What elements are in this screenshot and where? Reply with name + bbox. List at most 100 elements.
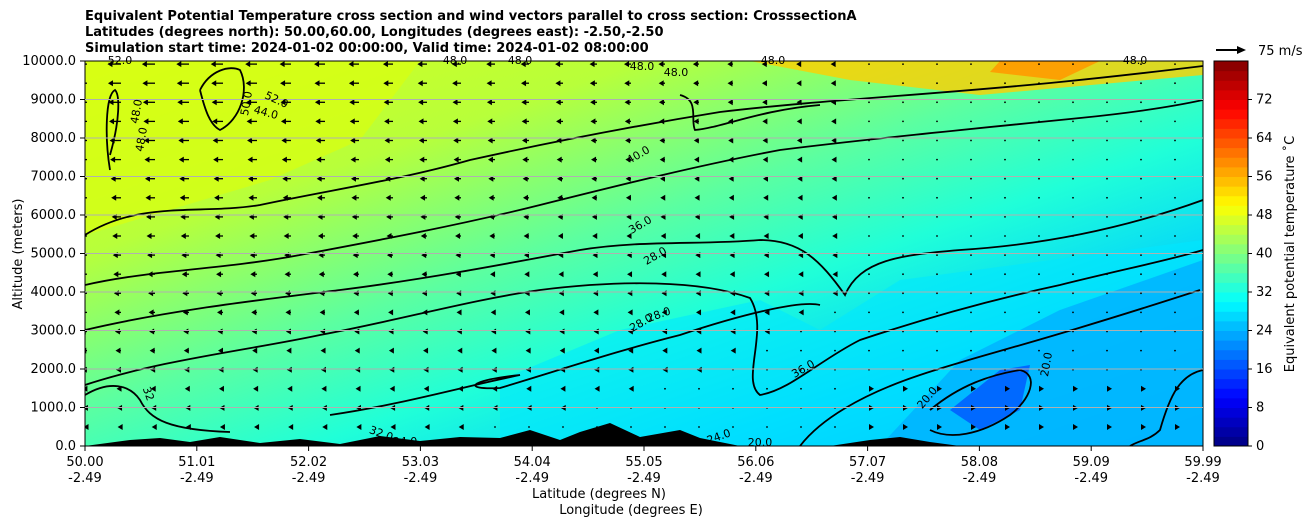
x-tick-label-lat: 59.99	[1184, 455, 1221, 470]
wind-vector-head	[1107, 424, 1112, 430]
wind-vector-head	[80, 290, 85, 296]
wind-vector-head	[145, 194, 151, 201]
wind-vector	[936, 158, 938, 161]
wind-vector-head	[348, 61, 354, 68]
wind-vector-head	[177, 99, 183, 106]
colorbar-tick-label: 48	[1256, 208, 1273, 223]
wind-vector-head	[285, 309, 291, 316]
colorbar-tick-label: 0	[1256, 439, 1264, 454]
wind-vector	[1038, 158, 1040, 161]
contour-label: 32	[140, 385, 157, 403]
wind-vector-head	[662, 347, 668, 354]
wind-vector-head	[831, 156, 837, 163]
y-tick-label: 3000.0	[31, 324, 77, 339]
wind-vector-head	[592, 271, 598, 278]
wind-vector-head	[117, 424, 123, 430]
wind-vector-head	[388, 309, 394, 316]
contour-label: 44.0	[252, 103, 279, 122]
wind-vector-head	[762, 156, 768, 163]
y-tick-label: 4000.0	[31, 285, 77, 300]
wind-vector	[1174, 254, 1176, 256]
wind-vector-head	[692, 61, 698, 68]
wind-vector-head	[1175, 385, 1180, 392]
wind-vector	[1072, 273, 1074, 276]
wind-vector	[902, 177, 904, 180]
colorbar-label: Equivalent potential temperature ˚C	[1282, 136, 1298, 372]
wind-vector-head	[456, 309, 462, 316]
wind-vector-head	[150, 385, 156, 392]
wind-vector-head	[252, 347, 258, 354]
wind-vector	[1038, 139, 1040, 142]
wind-vector-head	[215, 233, 221, 239]
wind-vector-head	[625, 156, 631, 163]
wind-vector	[1038, 349, 1040, 352]
contour-label: 52.0	[108, 54, 133, 67]
wind-vector-head	[287, 385, 293, 392]
wind-vector-head	[355, 385, 361, 392]
wind-vector-head	[830, 99, 836, 106]
quiver-key: 75 m/s	[1216, 44, 1303, 59]
wind-vector-head	[216, 271, 222, 278]
wind-vector-head	[383, 80, 389, 87]
wind-vector-head	[594, 366, 600, 373]
wind-vector-head	[141, 61, 147, 68]
wind-vector-head	[796, 137, 802, 144]
wind-vector-head	[727, 118, 733, 125]
wind-vector-head	[315, 137, 321, 144]
wind-vector	[800, 330, 802, 333]
wind-vector-head	[286, 347, 292, 354]
wind-vector-head	[560, 385, 566, 392]
y-tick-label: 6000.0	[31, 208, 77, 223]
wind-vector	[902, 254, 904, 256]
wind-vector	[800, 349, 802, 352]
colorbar-tick-label: 72	[1256, 93, 1273, 108]
wind-vector-head	[728, 156, 734, 163]
wind-vector-head	[283, 233, 289, 239]
wind-vector-head	[85, 309, 86, 316]
wind-vector	[868, 177, 870, 180]
wind-vector	[1038, 330, 1040, 333]
wind-vector-head	[624, 99, 630, 106]
wind-vector-head	[593, 347, 599, 354]
wind-vector-head	[522, 156, 528, 163]
wind-vector	[1004, 216, 1006, 218]
wind-vector	[868, 235, 870, 237]
wind-vector-head	[660, 233, 666, 239]
wind-vector-head	[179, 194, 185, 201]
wind-vector-head	[589, 80, 595, 87]
wind-vector-head	[695, 271, 701, 278]
wind-vector	[1038, 120, 1040, 123]
colorbar-segment	[1214, 388, 1248, 399]
x-tick-label-lat: 50.00	[66, 455, 103, 470]
wind-vector-head	[85, 366, 87, 373]
wind-vector-head	[555, 99, 561, 106]
wind-vector-head	[320, 347, 326, 354]
wind-vector-head	[1039, 385, 1044, 392]
colorbar-segment	[1214, 166, 1248, 177]
wind-vector-head	[179, 175, 185, 182]
wind-vector-head	[521, 80, 527, 87]
wind-vector-head	[455, 233, 461, 239]
wind-vector	[1072, 158, 1074, 161]
wind-vector-head	[693, 80, 699, 87]
wind-vector-head	[1107, 385, 1112, 392]
wind-vector	[936, 330, 938, 333]
x-tick-label-lon: -2.49	[515, 471, 549, 486]
wind-vector-head	[797, 233, 803, 239]
wind-vector	[1004, 101, 1006, 104]
wind-vector	[970, 292, 972, 295]
wind-vector-head	[658, 61, 664, 68]
wind-vector	[1072, 311, 1074, 314]
wind-vector-head	[315, 118, 321, 125]
colorbar-segment	[1214, 109, 1248, 120]
wind-vector-head	[727, 99, 733, 106]
wind-vector	[1106, 196, 1108, 199]
wind-vector	[1072, 216, 1074, 218]
wind-vector-head	[727, 80, 733, 87]
wind-vector-head	[762, 175, 768, 182]
wind-vector-head	[764, 309, 770, 316]
wind-vector	[936, 101, 938, 104]
wind-vector-head	[693, 118, 699, 125]
wind-vector-head	[112, 233, 118, 239]
